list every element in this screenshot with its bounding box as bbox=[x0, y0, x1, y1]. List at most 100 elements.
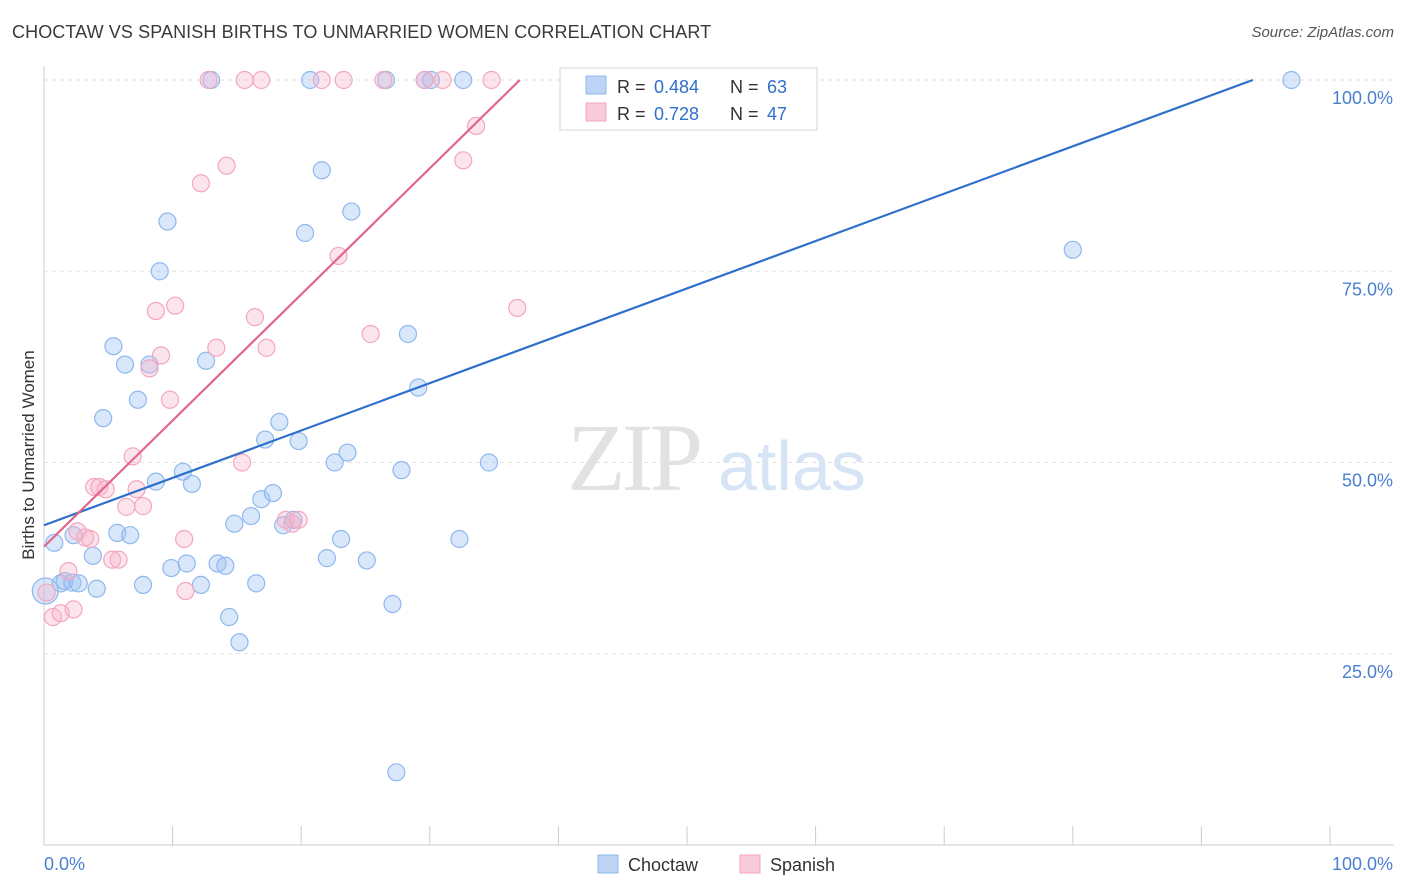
choctaw-point bbox=[398, 324, 418, 344]
choctaw-point bbox=[342, 202, 361, 221]
choctaw-point bbox=[289, 431, 308, 451]
choctaw-point bbox=[191, 575, 210, 595]
x-tick-label-max: 100.0% bbox=[1332, 854, 1393, 874]
legend-swatch-choctaw bbox=[597, 854, 619, 874]
watermark-zip: ZIP bbox=[567, 404, 700, 511]
choctaw-point bbox=[479, 453, 499, 472]
choctaw-point bbox=[392, 461, 411, 480]
spanish-point bbox=[81, 529, 100, 549]
choctaw-point bbox=[230, 633, 249, 652]
choctaw-point bbox=[162, 558, 181, 578]
stats-n-value-spanish: 47 bbox=[767, 104, 787, 124]
stats-r-label-choctaw: R = bbox=[617, 77, 646, 97]
choctaw-point bbox=[128, 390, 147, 409]
stats-n-label-spanish: N = bbox=[730, 104, 759, 124]
spanish-point bbox=[117, 497, 136, 516]
choctaw-point bbox=[182, 474, 201, 494]
spanish-point bbox=[133, 497, 153, 516]
y-tick-label-50: 50.0% bbox=[1342, 471, 1393, 491]
choctaw-point bbox=[1282, 70, 1301, 90]
choctaw-point bbox=[69, 574, 88, 593]
choctaw-point bbox=[252, 490, 271, 509]
y-tick-labels: 25.0% 50.0% 75.0% 100.0% bbox=[1332, 88, 1393, 682]
choctaw-point bbox=[225, 514, 244, 533]
trend-lines bbox=[43, 78, 1254, 548]
choctaw-point bbox=[338, 443, 357, 462]
spanish-point bbox=[109, 550, 128, 569]
series-spanish-points bbox=[37, 70, 527, 627]
choctaw-point bbox=[263, 484, 283, 503]
choctaw-point bbox=[387, 763, 406, 782]
spanish-point bbox=[361, 324, 380, 344]
spanish-trend-line bbox=[43, 79, 521, 548]
choctaw-point bbox=[104, 337, 123, 356]
stats-r-label-spanish: R = bbox=[617, 104, 646, 124]
spanish-point bbox=[466, 116, 486, 136]
choctaw-point bbox=[454, 70, 473, 90]
spanish-point bbox=[123, 447, 142, 466]
watermark-atlas: atlas bbox=[718, 427, 866, 505]
choctaw-point bbox=[450, 529, 469, 549]
legend: Choctaw Spanish bbox=[597, 854, 835, 875]
choctaw-point bbox=[150, 262, 169, 281]
choctaw-point bbox=[83, 546, 102, 565]
spanish-point bbox=[482, 70, 501, 90]
choctaw-point bbox=[270, 412, 289, 432]
spanish-point bbox=[232, 453, 252, 472]
choctaw-point bbox=[247, 574, 266, 593]
choctaw-point bbox=[295, 223, 315, 243]
spanish-point bbox=[508, 298, 527, 318]
grid bbox=[44, 79, 1394, 655]
spanish-point bbox=[166, 296, 185, 315]
choctaw-point bbox=[317, 549, 337, 568]
stats-r-value-spanish: 0.728 bbox=[654, 104, 699, 124]
stats-n-label-choctaw: N = bbox=[730, 77, 759, 97]
watermark: ZIP atlas bbox=[567, 404, 866, 511]
legend-swatch-spanish bbox=[739, 854, 761, 874]
spanish-point bbox=[289, 510, 308, 529]
y-tick-label-25: 25.0% bbox=[1342, 662, 1393, 682]
legend-label-choctaw: Choctaw bbox=[628, 855, 699, 875]
choctaw-point bbox=[133, 575, 153, 595]
spanish-point bbox=[37, 583, 56, 602]
spanish-point bbox=[191, 174, 210, 193]
choctaw-point bbox=[158, 212, 177, 231]
choctaw-point bbox=[1063, 240, 1082, 259]
chart-title: CHOCTAW VS SPANISH BIRTHS TO UNMARRIED W… bbox=[12, 22, 712, 42]
legend-label-spanish: Spanish bbox=[770, 855, 835, 875]
y-axis-label: Births to Unmarried Women bbox=[19, 350, 38, 559]
spanish-point bbox=[207, 338, 226, 357]
x-tick-label-min: 0.0% bbox=[44, 854, 85, 874]
choctaw-point bbox=[220, 607, 239, 627]
spanish-point bbox=[252, 70, 271, 90]
choctaw-point bbox=[216, 556, 235, 575]
choctaw-point bbox=[55, 571, 74, 591]
choctaw-point bbox=[241, 506, 261, 526]
spanish-point bbox=[160, 390, 180, 409]
choctaw-point bbox=[115, 355, 135, 374]
axes bbox=[43, 66, 1394, 846]
spanish-point bbox=[103, 550, 122, 569]
choctaw-trend-line bbox=[43, 78, 1254, 527]
choctaw-point bbox=[87, 579, 106, 598]
choctaw-point bbox=[177, 554, 196, 573]
spanish-point bbox=[454, 151, 473, 170]
spanish-point bbox=[433, 70, 452, 90]
y-tick-label-100: 100.0% bbox=[1332, 88, 1393, 108]
stats-swatch-spanish bbox=[585, 102, 607, 122]
choctaw-point bbox=[45, 533, 64, 552]
spanish-point bbox=[146, 301, 165, 321]
choctaw-point bbox=[196, 351, 216, 370]
stats-n-value-choctaw: 63 bbox=[767, 77, 787, 97]
choctaw-point bbox=[357, 551, 376, 570]
spanish-point bbox=[151, 346, 171, 365]
choctaw-point bbox=[325, 453, 344, 472]
chart-source: Source: ZipAtlas.com bbox=[1251, 24, 1394, 41]
stats-box: R = 0.484 N = 63 R = 0.728 N = 47 bbox=[559, 67, 818, 131]
spanish-point bbox=[217, 156, 236, 175]
y-tick-label-75: 75.0% bbox=[1342, 279, 1393, 299]
spanish-point bbox=[235, 70, 254, 90]
spanish-point bbox=[175, 529, 194, 549]
spanish-point bbox=[415, 70, 434, 90]
spanish-point bbox=[96, 480, 115, 499]
